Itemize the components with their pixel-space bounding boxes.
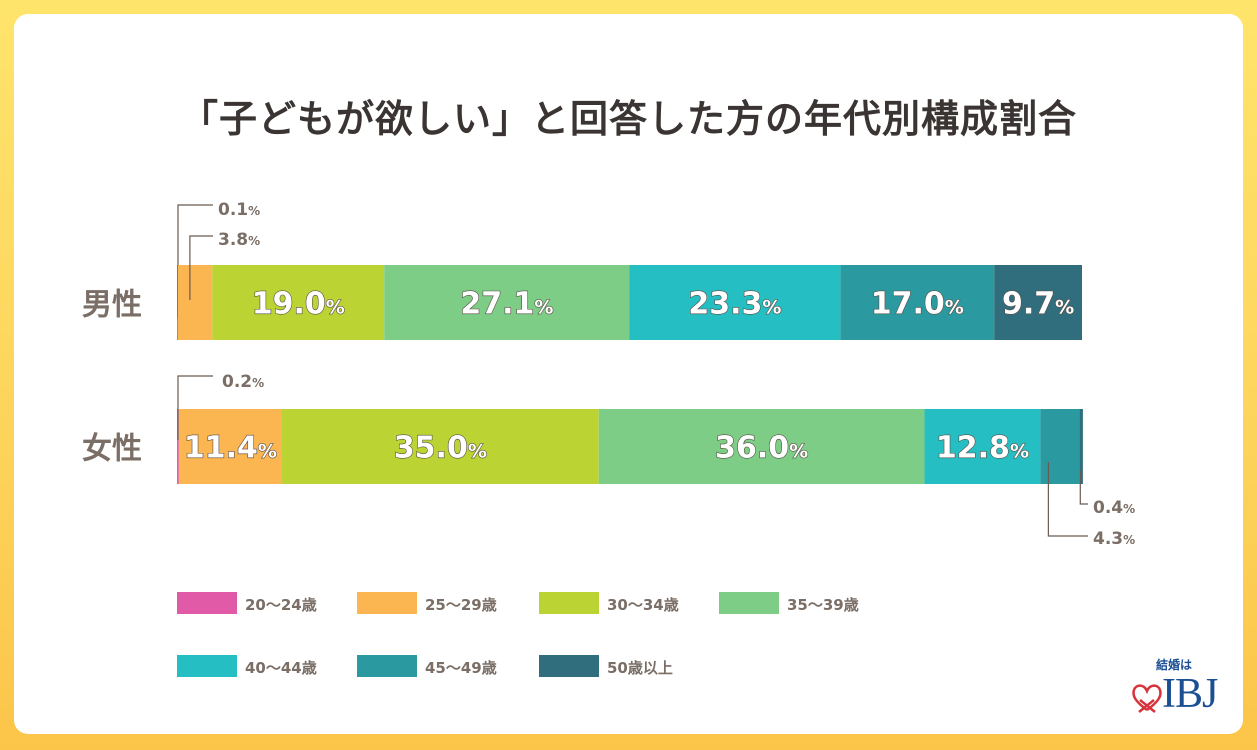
legend-swatch	[719, 592, 779, 614]
bar-segment	[384, 265, 630, 340]
data-label: 19.0%	[252, 287, 345, 322]
logo-brand: IBJ	[1162, 671, 1218, 717]
legend-label: 30〜34歳	[607, 596, 679, 614]
data-label: 0.2%	[222, 372, 264, 392]
callout-line	[1079, 470, 1088, 505]
category-label: 男性	[82, 288, 142, 323]
legend-swatch	[539, 655, 599, 677]
bar-segment	[1040, 409, 1080, 484]
chart-title: 「子どもが欲しい」と回答した方の年代別構成割合	[179, 97, 1077, 141]
data-label: 9.7%	[1002, 287, 1074, 322]
data-label: 35.0%	[394, 431, 487, 466]
legend-label: 35〜39歳	[787, 596, 859, 614]
logo-tagline: 結婚は	[1156, 658, 1193, 672]
data-label: 36.0%	[715, 431, 808, 466]
data-label: 3.8%	[218, 230, 260, 250]
category-label: 女性	[82, 432, 142, 467]
legend-label: 25〜29歳	[425, 596, 497, 614]
bar-segment	[178, 409, 282, 484]
bar-segment	[924, 409, 1041, 484]
data-label: 12.8%	[936, 431, 1029, 466]
bar-segment	[177, 265, 213, 340]
data-label: 23.3%	[688, 287, 781, 322]
bar-segment	[994, 265, 1082, 340]
heart-icon	[1132, 684, 1162, 713]
data-label: 0.1%	[218, 200, 260, 220]
legend-label: 50歳以上	[607, 659, 673, 677]
ibj-logo: 結婚は IBJ	[1128, 656, 1223, 720]
legend-swatch	[177, 655, 237, 677]
legend-label: 20〜24歳	[245, 596, 317, 614]
bar-segment	[177, 409, 179, 484]
data-label: 17.0%	[871, 287, 964, 322]
bar-segment	[629, 265, 841, 340]
callout-line	[189, 235, 213, 300]
legend-swatch	[357, 592, 417, 614]
legend-swatch	[539, 592, 599, 614]
data-label: 4.3%	[1093, 529, 1135, 549]
bar-segment	[598, 409, 925, 484]
legend-label: 45〜49歳	[425, 659, 497, 677]
legend-label: 40〜44歳	[245, 659, 317, 677]
callout-line	[177, 375, 213, 440]
data-label: 0.4%	[1093, 498, 1135, 518]
bar-segment	[212, 265, 385, 340]
bar-segment	[840, 265, 995, 340]
legend-swatch	[177, 592, 237, 614]
data-label: 11.4%	[184, 431, 277, 466]
callout-line	[1047, 462, 1088, 537]
data-label: 27.1%	[460, 287, 553, 322]
bar-segment	[1079, 409, 1083, 484]
bar-segment	[281, 409, 599, 484]
legend-swatch	[357, 655, 417, 677]
